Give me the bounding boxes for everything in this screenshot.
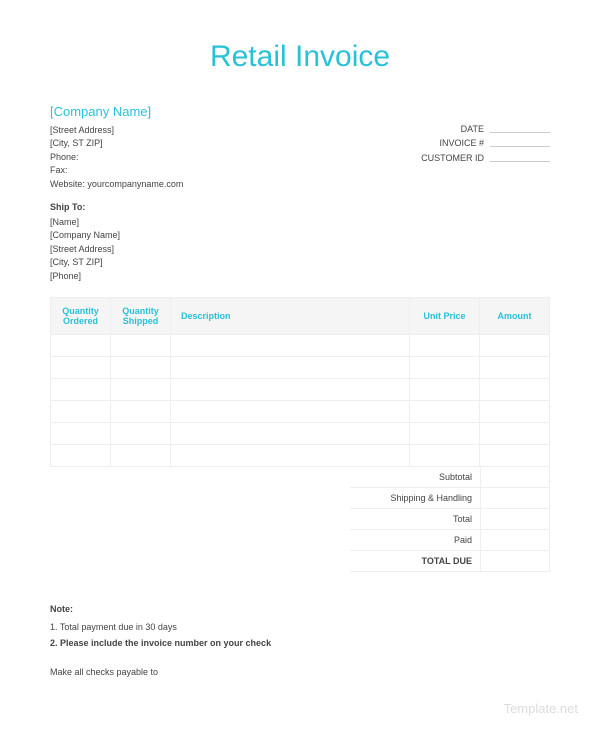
ship-to-company: [Company Name] xyxy=(50,229,550,243)
customer-line xyxy=(490,151,550,162)
invoice-title: Retail Invoice xyxy=(50,40,550,74)
ship-to-street: [Street Address] xyxy=(50,243,550,257)
total-row-total: Total xyxy=(350,509,550,530)
col-amount: Amount xyxy=(480,298,550,335)
total-row-shipping: Shipping & Handling xyxy=(350,488,550,509)
col-qty-shipped: Quantity Shipped xyxy=(111,298,171,335)
table-row xyxy=(51,357,550,379)
ship-to-city: [City, ST ZIP] xyxy=(50,256,550,270)
subtotal-value xyxy=(480,467,550,487)
company-street: [Street Address] xyxy=(50,124,183,138)
note-1: 1. Total payment due in 30 days xyxy=(50,620,550,635)
table-row xyxy=(51,401,550,423)
shipping-value xyxy=(480,488,550,508)
invoice-page: Retail Invoice [Company Name] [Street Ad… xyxy=(0,0,600,697)
payable-line: Make all checks payable to xyxy=(50,667,550,677)
table-body xyxy=(51,335,550,467)
total-row-paid: Paid xyxy=(350,530,550,551)
company-city: [City, ST ZIP] xyxy=(50,137,183,151)
company-block: [Company Name] [Street Address] [City, S… xyxy=(50,102,183,191)
company-fax: Fax: xyxy=(50,164,183,178)
table-header-row: Quantity Ordered Quantity Shipped Descri… xyxy=(51,298,550,335)
col-unit-price: Unit Price xyxy=(410,298,480,335)
invoice-line xyxy=(490,136,550,147)
ship-to-title: Ship To: xyxy=(50,201,550,215)
notes-block: Note: 1. Total payment due in 30 days 2.… xyxy=(50,602,550,651)
meta-invoice: INVOICE # xyxy=(420,136,550,150)
header-row: [Company Name] [Street Address] [City, S… xyxy=(50,102,550,191)
totals-block: Subtotal Shipping & Handling Total Paid … xyxy=(350,467,550,572)
company-phone: Phone: xyxy=(50,151,183,165)
ship-to-block: Ship To: [Name] [Company Name] [Street A… xyxy=(50,201,550,283)
table-row xyxy=(51,445,550,467)
date-line xyxy=(490,122,550,133)
col-description: Description xyxy=(171,298,410,335)
watermark: Template.net xyxy=(504,701,578,716)
meta-customer: CUSTOMER ID xyxy=(420,151,550,165)
total-value xyxy=(480,509,550,529)
table-row xyxy=(51,423,550,445)
notes-title: Note: xyxy=(50,602,550,617)
company-name: [Company Name] xyxy=(50,102,183,122)
ship-to-name: [Name] xyxy=(50,216,550,230)
note-2: 2. Please include the invoice number on … xyxy=(50,636,550,651)
total-due-value xyxy=(480,551,550,571)
company-website: Website: yourcompanyname.com xyxy=(50,178,183,192)
items-table: Quantity Ordered Quantity Shipped Descri… xyxy=(50,297,550,467)
meta-block: DATE INVOICE # CUSTOMER ID xyxy=(420,122,550,191)
total-row-subtotal: Subtotal xyxy=(350,467,550,488)
total-row-due: TOTAL DUE xyxy=(350,551,550,572)
table-row xyxy=(51,379,550,401)
table-row xyxy=(51,335,550,357)
col-qty-ordered: Quantity Ordered xyxy=(51,298,111,335)
paid-value xyxy=(480,530,550,550)
meta-date: DATE xyxy=(420,122,550,136)
ship-to-phone: [Phone] xyxy=(50,270,550,284)
